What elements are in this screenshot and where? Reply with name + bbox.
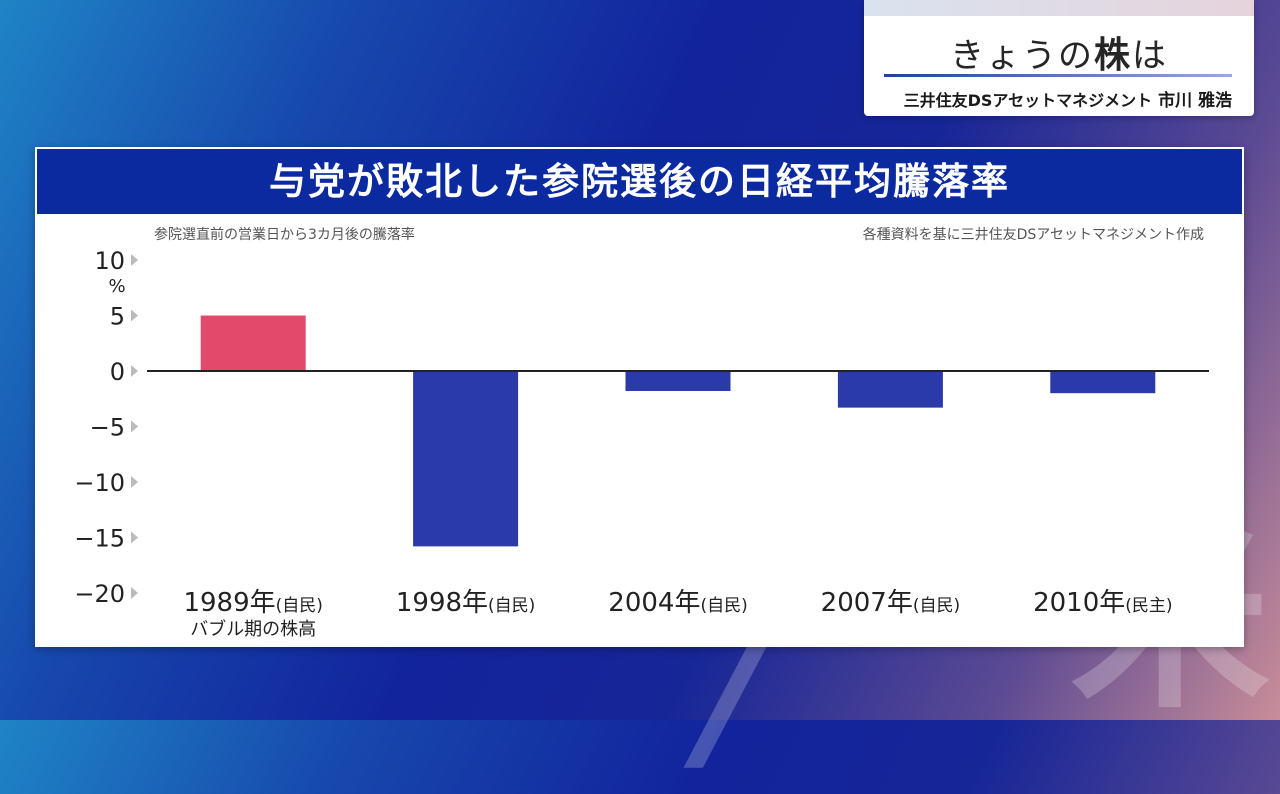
bar — [200, 315, 306, 371]
category-year: 2007年 — [821, 588, 913, 618]
caption-title: きょうの株は — [864, 26, 1254, 78]
x-category-label: 2010年(民主) — [1033, 588, 1172, 618]
program-caption: きょうの株は 三井住友DSアセットマネジメント 市川 雅浩 — [864, 0, 1254, 116]
y-tick-marker — [131, 587, 138, 599]
chart-title: 与党が敗北した参院選後の日経平均騰落率 — [37, 149, 1242, 214]
y-axis-unit: % — [108, 276, 125, 297]
y-tick-marker — [131, 476, 138, 488]
y-tick-marker — [131, 309, 138, 322]
caption-title-prefix: きょうの — [949, 36, 1094, 76]
caption-title-bold: 株 — [1093, 35, 1132, 76]
caption-speaker: 三井住友DSアセットマネジメント 市川 雅浩 — [904, 86, 1232, 111]
chart-source-note: 各種資料を基に三井住友DSアセットマネジメント作成 — [862, 227, 1204, 243]
category-party: (民主) — [1125, 596, 1172, 616]
caption-divider — [884, 74, 1232, 77]
category-party: (自民) — [700, 596, 747, 616]
x-category-label: 1998年(自民) — [396, 588, 535, 618]
y-tick-label: −5 — [90, 414, 125, 442]
speaker-organization: 三井住友DSアセットマネジメント — [903, 91, 1153, 110]
caption-title-suffix: は — [1132, 36, 1168, 76]
y-tick-marker — [131, 531, 138, 544]
category-year: 2004年 — [608, 588, 700, 618]
bar — [625, 371, 731, 391]
y-tick-label: −10 — [74, 469, 125, 497]
y-tick-marker — [131, 420, 138, 433]
caption-strip — [864, 0, 1254, 16]
category-note: バブル期の株高 — [190, 618, 316, 640]
category-party: (自民) — [488, 596, 535, 616]
y-tick-label: 5 — [110, 303, 125, 331]
bar — [1050, 371, 1156, 394]
category-party: (自民) — [276, 596, 323, 616]
chart-note-left: 参院選直前の営業日から3カ月後の騰落率 — [154, 227, 415, 243]
bar — [413, 371, 519, 547]
bar — [837, 371, 943, 408]
x-category-label: 2004年(自民) — [608, 588, 747, 618]
y-tick-label: −20 — [74, 580, 125, 608]
category-party: (自民) — [913, 596, 960, 616]
y-tick-label: −15 — [74, 525, 125, 553]
chart-panel: 与党が敗北した参院選後の日経平均騰落率 参院選直前の営業日から3カ月後の騰落率 … — [35, 147, 1244, 647]
speaker-name: 市川 雅浩 — [1158, 91, 1232, 111]
x-category-label: 1989年(自民) — [183, 588, 322, 618]
bar-chart: 1050−5−10−15−20%1989年(自民)バブル期の株高1998年(自民… — [74, 247, 1209, 640]
y-tick-marker — [131, 365, 138, 377]
category-year: 2010年 — [1033, 588, 1125, 618]
y-tick-label: 10 — [94, 247, 125, 275]
y-tick-marker — [131, 254, 138, 266]
x-category-label: 2007年(自民) — [821, 588, 960, 618]
category-year: 1998年 — [396, 588, 488, 618]
category-year: 1989年 — [183, 588, 275, 618]
y-tick-label: 0 — [110, 358, 125, 386]
